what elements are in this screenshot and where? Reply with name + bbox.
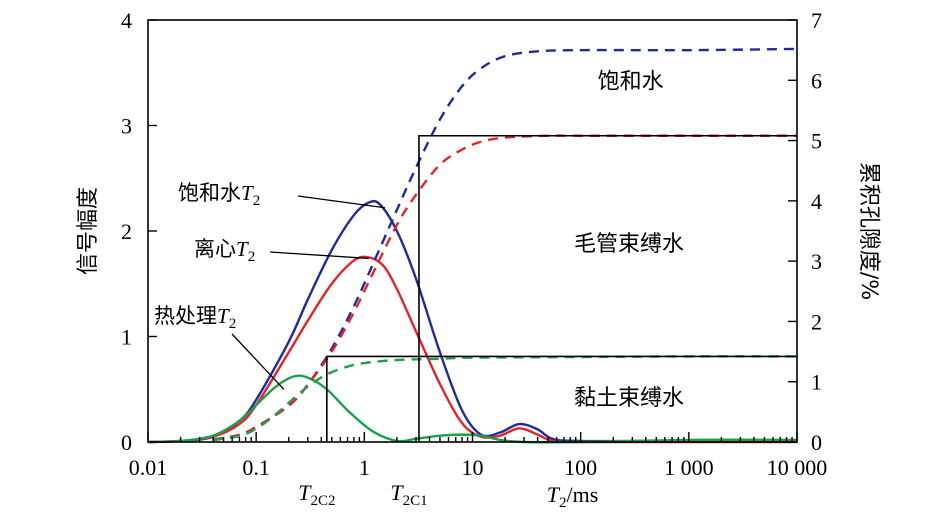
callout-label-centrifuge: 离心T2 — [194, 237, 255, 265]
callout-label-saturated: 饱和水T2 — [178, 181, 260, 209]
series-line-5 — [212, 355, 798, 442]
region-label-capillary: 毛管束缚水 — [574, 232, 684, 257]
x-axis-title: T2/ms — [547, 482, 599, 511]
x-tick-label-4: 100 — [564, 455, 597, 480]
y-left-tick-label-2: 2 — [121, 219, 132, 244]
cutoff-label-T2C2: T2C2 — [298, 480, 335, 509]
callout-prefix-centrifuge: 离心 — [194, 237, 236, 261]
series-line-4 — [212, 134, 797, 441]
y-right-tick-label-6: 6 — [811, 68, 822, 93]
callout-label-heat: 热处理T2 — [154, 304, 236, 332]
series-line-3 — [212, 47, 798, 441]
x-axis-title-main: T — [547, 482, 561, 507]
region-label-saturated: 饱和水 — [598, 69, 664, 94]
y-left-tick-label-3: 3 — [121, 114, 132, 139]
cutoff-label-sub-T2C2: 2C2 — [310, 493, 335, 509]
cutoff-label-T2C1: T2C1 — [390, 480, 427, 509]
callout-main-centrifuge: T — [236, 237, 249, 261]
y-right-tick-label-0: 0 — [811, 430, 822, 455]
x-axis-title-suffix: /ms — [566, 482, 598, 507]
x-tick-label-5: 1 000 — [664, 455, 714, 480]
cutoff-line-T2C1 — [418, 134, 797, 442]
callout-leader-heat — [231, 333, 285, 390]
y-left-tick-label-1: 1 — [121, 325, 132, 350]
callout-leader-saturated — [297, 195, 386, 209]
y-right-axis-title: 累积孔隙度/% — [856, 162, 881, 300]
cutoff-label-sub-T2C1: 2C1 — [403, 493, 428, 509]
callout-prefix-heat: 热处理 — [154, 304, 217, 328]
y-left-tick-label-0: 0 — [121, 430, 132, 455]
cutoff-label-main-T2C2: T — [298, 480, 312, 505]
cutoff-line-T2C2 — [326, 355, 797, 442]
callout-prefix-saturated: 饱和水 — [178, 181, 241, 205]
y-right-tick-label-4: 4 — [811, 189, 822, 214]
series-line-0 — [147, 199, 797, 444]
y-right-tick-label-5: 5 — [811, 129, 822, 154]
x-tick-label-2: 1 — [359, 455, 370, 480]
y-left-axis-title: 信号幅度 — [76, 187, 101, 275]
callout-sub-heat: 2 — [229, 316, 237, 332]
callout-sub-saturated: 2 — [253, 193, 261, 209]
plot-frame — [147, 19, 798, 443]
y-left-tick-label-4: 4 — [121, 8, 132, 33]
callout-leader-centrifuge — [269, 251, 369, 260]
x-tick-label-0: 0.01 — [129, 455, 168, 480]
y-right-tick-label-1: 1 — [811, 370, 822, 395]
y-right-tick-label-2: 2 — [811, 309, 822, 334]
callout-main-heat: T — [217, 304, 230, 328]
x-axis-title-sub: 2 — [559, 495, 567, 511]
callout-main-saturated: T — [241, 181, 254, 205]
callout-sub-centrifuge: 2 — [248, 249, 256, 265]
region-label-clay: 黏土束缚水 — [574, 386, 684, 411]
x-tick-label-1: 0.1 — [242, 455, 270, 480]
x-tick-label-3: 10 — [462, 455, 484, 480]
cutoff-label-main-T2C1: T — [390, 480, 404, 505]
y-right-tick-label-3: 3 — [811, 249, 822, 274]
x-tick-label-6: 10 000 — [767, 455, 828, 480]
y-right-tick-label-7: 7 — [811, 8, 822, 33]
